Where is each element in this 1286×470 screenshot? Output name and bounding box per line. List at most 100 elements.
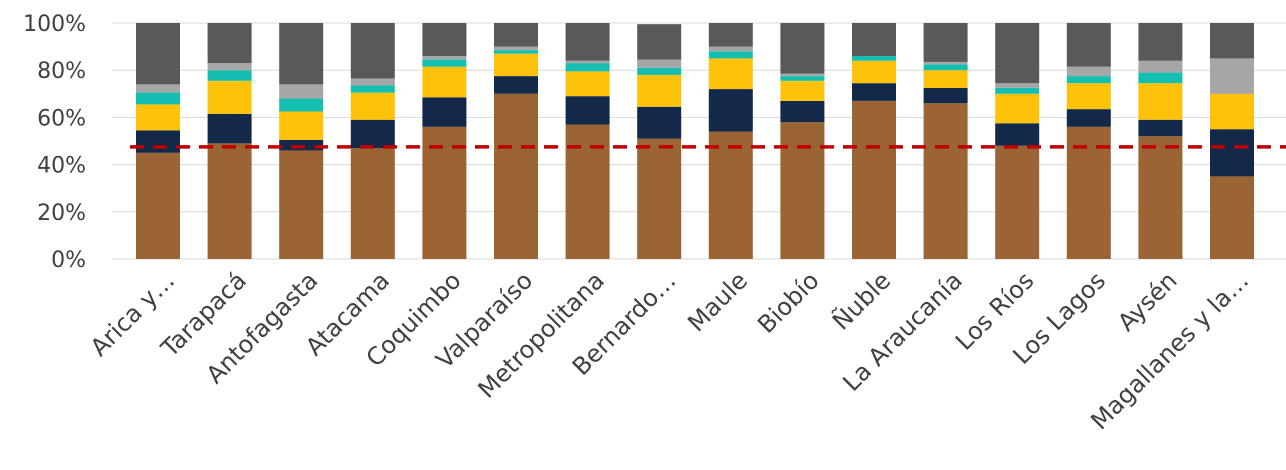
bar-segment-series-2 xyxy=(422,97,467,127)
y-tick-label: 0% xyxy=(51,248,86,273)
y-tick-label: 20% xyxy=(37,201,86,226)
bar-segment-series-3 xyxy=(923,70,968,88)
bar-segment-series-5 xyxy=(207,63,252,71)
bar-segment-series-4 xyxy=(708,51,753,59)
bar-segment-series-6 xyxy=(852,23,896,57)
bar-segment-series-6 xyxy=(279,23,324,85)
bar-segment-series-3 xyxy=(207,80,252,114)
bar-segment-series-5 xyxy=(780,73,825,77)
x-tick-label: Maule xyxy=(682,266,753,337)
bar-segment-series-3 xyxy=(1066,83,1111,110)
bar-segment-series-2 xyxy=(780,100,825,123)
bar-segment-series-5 xyxy=(350,78,395,86)
bar-segment-series-5 xyxy=(708,46,753,52)
bar-segment-series-1 xyxy=(279,150,324,259)
x-tick-label: Biobío xyxy=(752,266,824,338)
bar-segment-series-1 xyxy=(494,93,538,259)
bar-segment-series-2 xyxy=(136,130,180,153)
bar-segment-series-2 xyxy=(1138,119,1183,137)
bar-segment-series-4 xyxy=(852,56,896,61)
bar-segment-series-2 xyxy=(637,106,682,139)
bar-segment-series-1 xyxy=(350,148,395,259)
bar-segment-series-1 xyxy=(422,126,467,259)
bar-segment-series-1 xyxy=(995,145,1040,259)
y-tick-label: 80% xyxy=(37,59,86,84)
bar-segment-series-6 xyxy=(637,24,682,60)
bar-segment-series-6 xyxy=(995,23,1040,84)
bar-segment-series-4 xyxy=(1066,76,1111,84)
bar-segment-series-6 xyxy=(350,23,395,79)
bar-segment-series-3 xyxy=(1138,83,1183,120)
bar-segment-series-1 xyxy=(923,103,968,260)
bar-segment-series-1 xyxy=(565,124,610,259)
bar-segment-series-5 xyxy=(1066,66,1111,77)
bar-segment-series-5 xyxy=(995,83,1040,88)
bar-segment-series-3 xyxy=(852,60,896,84)
bar-segment-series-3 xyxy=(279,111,324,140)
bar-segment-series-2 xyxy=(1210,129,1254,177)
bar-segment-series-3 xyxy=(565,71,610,97)
bar-segment-series-2 xyxy=(995,123,1040,146)
bar-segment-series-4 xyxy=(422,59,467,67)
bar-segment-series-6 xyxy=(1210,23,1254,59)
bar-segment-series-3 xyxy=(637,74,682,107)
y-tick-label: 40% xyxy=(37,154,86,179)
bar-segment-series-1 xyxy=(207,143,252,259)
y-tick-label: 100% xyxy=(23,12,86,37)
bar-segment-series-4 xyxy=(637,67,682,75)
bar-segment-series-4 xyxy=(207,70,252,81)
bar-segment-series-4 xyxy=(494,50,538,54)
bar-segment-series-3 xyxy=(1210,93,1254,130)
bar-segment-series-6 xyxy=(708,23,753,47)
bar-segment-series-4 xyxy=(1138,72,1183,84)
bar-segment-series-1 xyxy=(780,122,825,260)
bar-segment-series-5 xyxy=(1138,60,1183,73)
bar-segment-series-4 xyxy=(995,87,1040,94)
bar-segment-series-5 xyxy=(422,56,467,60)
bar-segment-series-1 xyxy=(1066,126,1111,259)
bar-segment-series-2 xyxy=(350,119,395,149)
x-tick-label: Metropolitana xyxy=(473,266,610,403)
bar-segment-series-5 xyxy=(136,84,180,93)
bar-segment-series-4 xyxy=(136,92,180,105)
bar-segment-series-1 xyxy=(1210,176,1254,259)
bar-segment-series-3 xyxy=(708,58,753,90)
bar-segment-series-6 xyxy=(494,23,538,47)
bar-segment-series-6 xyxy=(1066,23,1111,67)
bar-segment-series-1 xyxy=(1138,136,1183,259)
bar-segment-series-3 xyxy=(995,93,1040,124)
bar-segment-series-6 xyxy=(207,23,252,64)
bar-segment-series-5 xyxy=(279,84,324,99)
x-axis: Arica y…TarapacáAntofagastaAtacamaCoquim… xyxy=(85,265,1254,435)
bar-segment-series-1 xyxy=(708,131,753,259)
bar-segment-series-2 xyxy=(1066,109,1111,127)
bar-segment-series-5 xyxy=(565,60,610,64)
y-tick-label: 60% xyxy=(37,106,86,131)
bar-segment-series-6 xyxy=(136,23,180,85)
y-axis: 0% 20% 40% 60% 80% 100% xyxy=(23,12,86,273)
bar-segment-series-5 xyxy=(494,46,538,51)
bar-segment-series-6 xyxy=(565,23,610,61)
bar-segment-series-3 xyxy=(350,92,395,120)
bar-segment-series-4 xyxy=(780,76,825,81)
bar-segment-series-2 xyxy=(923,87,968,104)
bar-segment-series-6 xyxy=(1138,23,1183,61)
bar-segment-series-2 xyxy=(494,76,538,94)
bar-segment-series-3 xyxy=(136,104,180,131)
bar-segment-series-3 xyxy=(780,80,825,101)
bar-segment-series-4 xyxy=(279,98,324,112)
bars xyxy=(136,23,1254,260)
bar-segment-series-2 xyxy=(565,96,610,125)
bar-segment-series-4 xyxy=(565,63,610,72)
bar-segment-series-2 xyxy=(207,113,252,144)
bar-segment-series-2 xyxy=(852,83,896,101)
bar-segment-series-4 xyxy=(350,85,395,93)
bar-segment-series-5 xyxy=(1210,58,1254,94)
bar-segment-series-2 xyxy=(279,139,324,151)
bar-segment-series-5 xyxy=(637,59,682,68)
bar-segment-series-6 xyxy=(923,23,968,62)
bar-segment-series-3 xyxy=(422,66,467,98)
bar-segment-series-1 xyxy=(852,100,896,259)
bar-segment-series-2 xyxy=(708,89,753,132)
